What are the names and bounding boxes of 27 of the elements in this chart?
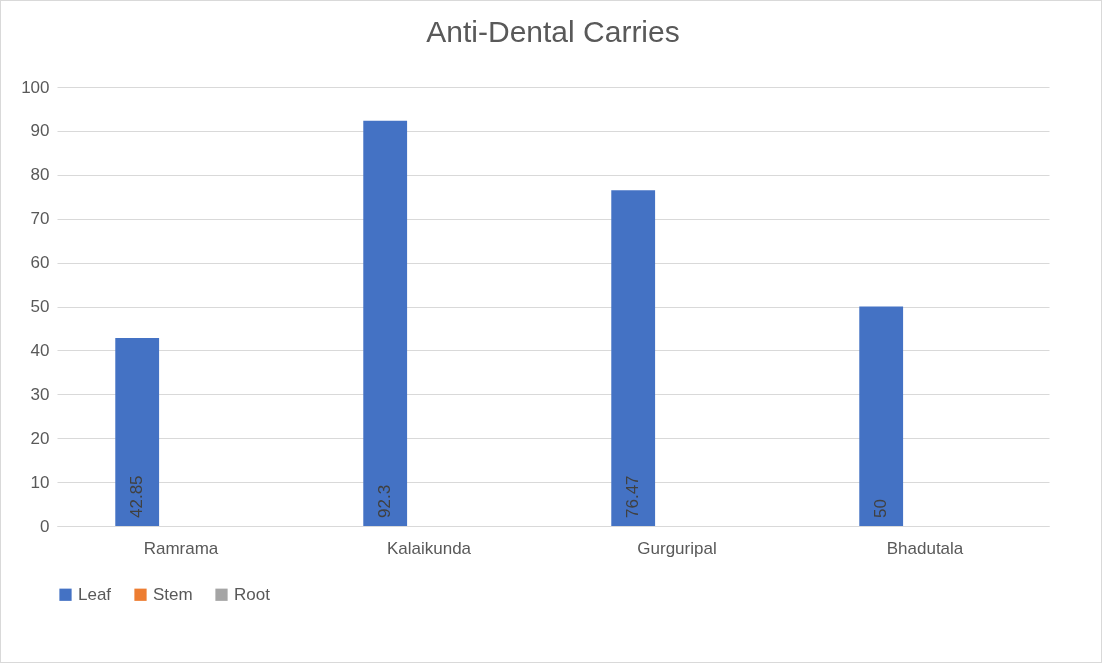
x-tick-label: Gurguripal — [637, 538, 717, 558]
y-tick-label: 50 — [30, 297, 50, 316]
y-tick-label: 100 — [21, 77, 50, 97]
bar — [859, 306, 904, 526]
y-tick-label: 90 — [30, 121, 50, 141]
legend-label: Stem — [153, 584, 193, 604]
y-tick-label: 10 — [30, 472, 50, 492]
bar — [611, 190, 656, 526]
y-tick-label: 60 — [30, 253, 50, 273]
data-label: 42.85 — [127, 475, 147, 518]
x-tick-label: Ramrama — [143, 538, 219, 558]
y-tick-label: 0 — [40, 516, 50, 536]
legend-label: Root — [234, 584, 271, 604]
bar — [115, 337, 160, 526]
y-tick-label: 40 — [30, 340, 50, 360]
y-tick-label: 30 — [30, 384, 50, 404]
y-tick-label: 20 — [30, 428, 50, 448]
data-label: 76.47 — [623, 475, 643, 518]
y-tick-label: 80 — [30, 165, 50, 185]
chart-title: Anti-Dental Carries — [426, 15, 680, 48]
legend-label: Leaf — [78, 584, 112, 604]
data-label: 50 — [871, 499, 891, 518]
y-tick-label: 70 — [30, 209, 50, 229]
data-label: 92.3 — [375, 484, 395, 518]
x-tick-label: Bhadutala — [886, 538, 964, 558]
bar — [363, 120, 408, 526]
x-tick-label: Kalaikunda — [386, 538, 472, 558]
